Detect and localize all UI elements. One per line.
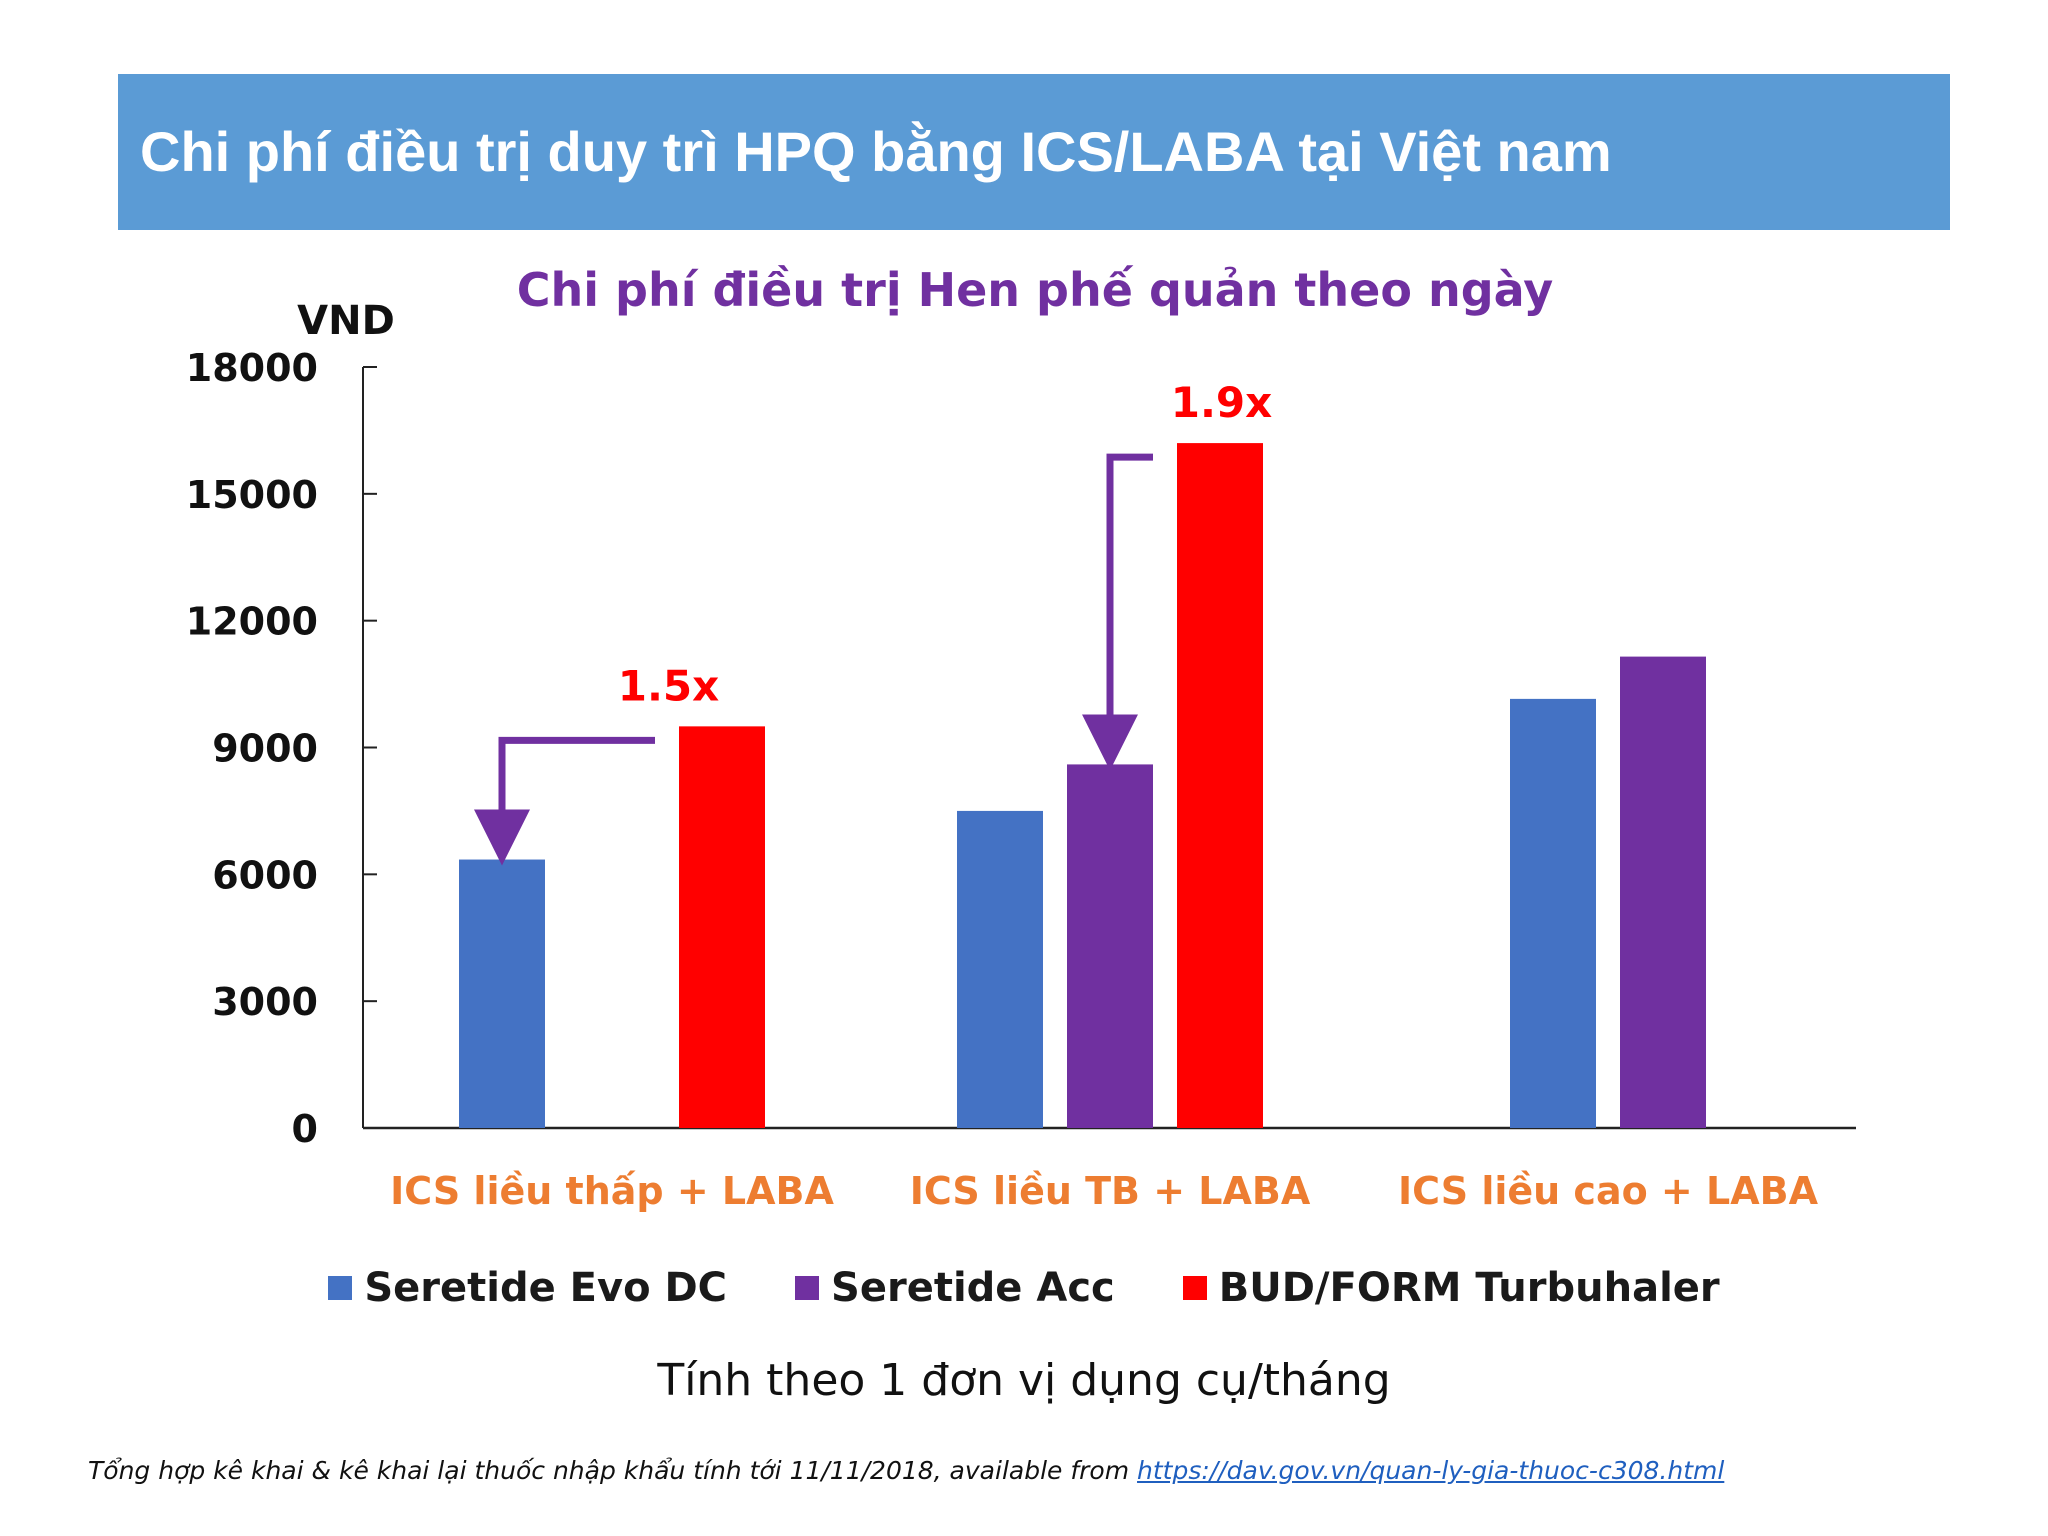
- bar-1-2: [1177, 443, 1263, 1129]
- x-category-label: ICS liều TB + LABA: [910, 1169, 1311, 1213]
- legend-label-seretide-evo-dc: Seretide Evo DC: [364, 1265, 728, 1311]
- legend-swatch-seretide-evo-dc: [328, 1276, 353, 1300]
- bar-1-1: [1067, 764, 1153, 1128]
- y-tick-label: 6000: [212, 853, 318, 897]
- bar-1-0: [957, 810, 1043, 1128]
- y-tick-label: 15000: [186, 473, 318, 517]
- y-tick-label: 18000: [186, 346, 318, 390]
- legend-item-seretide-evo-dc: Seretide Evo DC: [328, 1265, 727, 1311]
- source-link[interactable]: https://dav.gov.vn/quan-ly-gia-thuoc-c30…: [1137, 1456, 1725, 1485]
- legend-label-seretide-acc: Seretide Acc: [831, 1265, 1115, 1311]
- source-citation: Tổng hợp kê khai & kê khai lại thuốc nhậ…: [88, 1456, 1724, 1485]
- unit-note: Tính theo 1 đơn vị dụng cụ/tháng: [657, 1355, 1391, 1406]
- bar-0-2: [679, 726, 765, 1128]
- x-category-label: ICS liều cao + LABA: [1398, 1169, 1819, 1213]
- y-tick-label: 9000: [212, 727, 318, 771]
- bar-2-0: [1510, 698, 1596, 1128]
- bar-0-0: [459, 859, 545, 1128]
- y-tick-label: 12000: [186, 600, 318, 644]
- page-title: Chi phí điều trị duy trì HPQ bằng ICS/LA…: [140, 120, 1612, 183]
- legend-item-bud-form-turbuhaler: BUD/FORM Turbuhaler: [1182, 1265, 1720, 1311]
- legend-swatch-seretide-acc: [795, 1276, 820, 1300]
- ratio-label-1: 1.9x: [1171, 378, 1273, 427]
- y-axis-label: VND: [297, 298, 395, 344]
- source-text: Tổng hợp kê khai & kê khai lại thuốc nhậ…: [88, 1456, 1138, 1485]
- legend-swatch-bud-form-turbuhaler: [1182, 1276, 1207, 1300]
- ratio-arrow-0: [474, 736, 655, 866]
- bar-2-1: [1620, 656, 1706, 1128]
- ratio-arrow-1: [1082, 453, 1153, 771]
- header-banner: Chi phí điều trị duy trì HPQ bằng ICS/LA…: [118, 74, 1950, 230]
- ratio-label-0: 1.5x: [618, 661, 720, 710]
- legend-label-bud-form-turbuhaler: BUD/FORM Turbuhaler: [1218, 1265, 1720, 1311]
- y-tick-label: 3000: [212, 980, 318, 1024]
- y-tick-label: 0: [292, 1107, 318, 1151]
- legend-item-seretide-acc: Seretide Acc: [795, 1265, 1115, 1311]
- x-category-label: ICS liều thấp + LABA: [390, 1169, 834, 1213]
- chart-legend: Seretide Evo DC Seretide Acc BUD/FORM Tu…: [0, 1258, 2048, 1318]
- chart-title: Chi phí điều trị Hen phế quản theo ngày: [517, 263, 1554, 317]
